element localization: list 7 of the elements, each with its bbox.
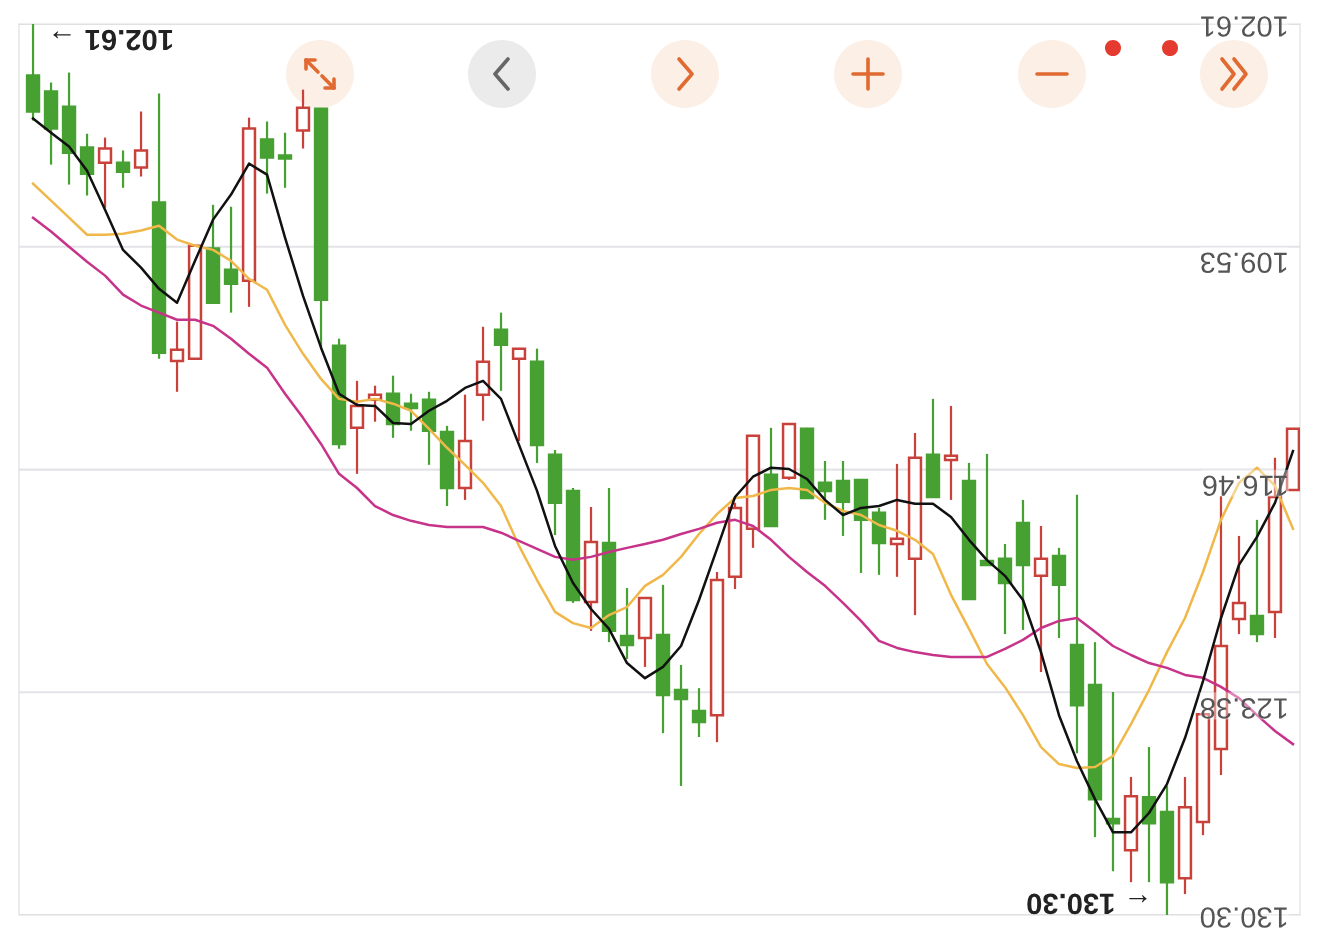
annotation: 102.61 →	[53, 29, 173, 51]
y-tick-label: 102.61	[1201, 16, 1287, 37]
y-tick-label: 116.46	[1203, 475, 1287, 497]
y-tick-label: 109.53	[1200, 252, 1287, 274]
annotation: ← 130.30	[1027, 893, 1147, 915]
y-tick-label: 130.30	[1200, 907, 1287, 928]
y-tick-label: 123.38	[1200, 698, 1287, 719]
